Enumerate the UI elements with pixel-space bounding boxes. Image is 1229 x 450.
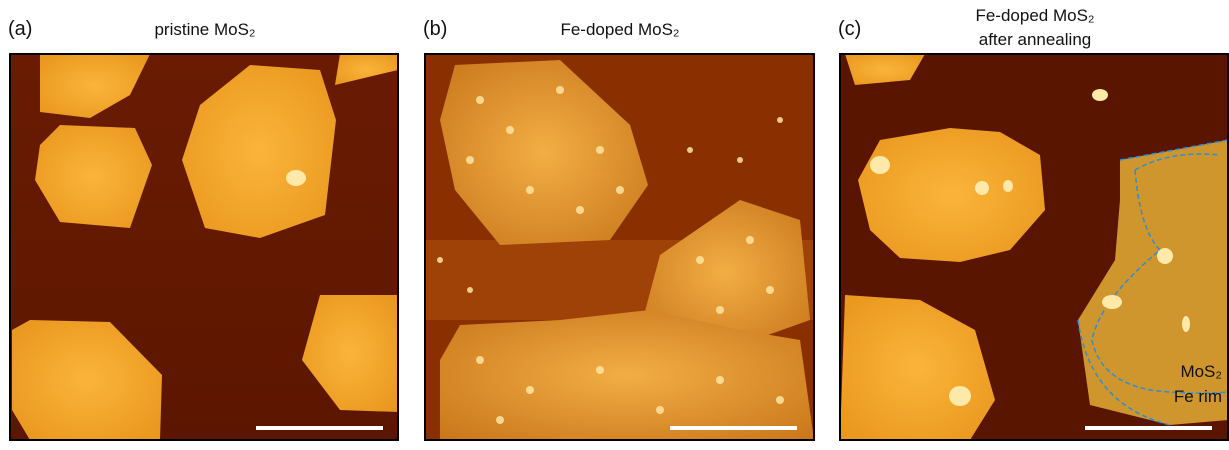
annotation: Fe rim	[1174, 387, 1222, 406]
stm-image	[10, 54, 398, 440]
panel-label: (c)	[838, 18, 861, 40]
panel-title: Fe-doped MoS₂	[975, 6, 1094, 25]
annotation: MoS₂	[1180, 362, 1222, 381]
stm-image	[425, 54, 814, 440]
panel-title: Fe-doped MoS₂	[560, 20, 679, 39]
panel-title: pristine MoS₂	[154, 20, 255, 39]
stm-image	[840, 54, 1228, 440]
panel-label: (b)	[423, 18, 447, 40]
panel-subtitle: after annealing	[979, 30, 1091, 49]
figure: (a) pristine MoS₂ (b) Fe-doped MoS₂ (c) …	[0, 0, 1229, 445]
panel-label: (a)	[8, 18, 32, 40]
